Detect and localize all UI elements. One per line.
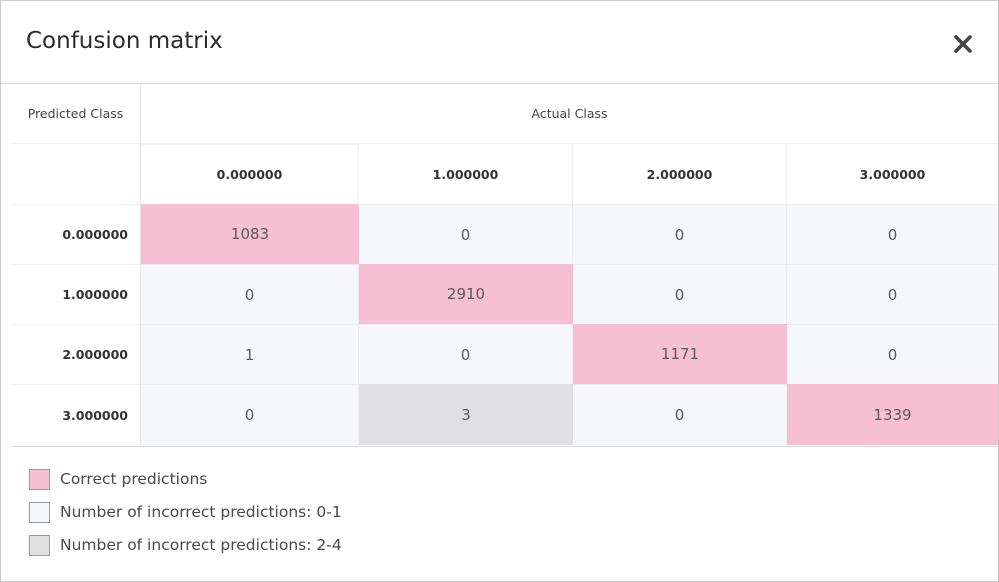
legend-swatch-correct <box>29 468 50 490</box>
corner-cell <box>11 144 141 204</box>
matrix-cell: 0 <box>573 384 787 445</box>
row-header: 1.000000 <box>11 264 141 324</box>
dialog-header: Confusion matrix <box>1 1 998 84</box>
legend-label: Correct predictions <box>60 470 208 488</box>
matrix-cell: 0 <box>141 384 359 445</box>
dialog-title: Confusion matrix <box>26 28 223 54</box>
row-header: 2.000000 <box>11 324 141 384</box>
matrix-cell: 0 <box>359 204 573 264</box>
matrix-cell: 1 <box>141 324 359 384</box>
legend-swatch-high <box>29 534 50 556</box>
row-header: 0.000000 <box>11 204 141 264</box>
matrix-cell: 1339 <box>787 384 998 445</box>
matrix-cell: 1083 <box>141 204 359 264</box>
col-header: 2.000000 <box>573 144 787 204</box>
col-header: 3.000000 <box>859 166 926 182</box>
confusion-matrix-table: Predicted Class Actual Class 0.000000 1.… <box>11 84 998 447</box>
legend-label: Number of incorrect predictions: 0-1 <box>60 503 342 521</box>
matrix-cell: 0 <box>141 264 359 324</box>
legend-item-correct: Correct predictions <box>29 467 429 491</box>
matrix-cell: 0 <box>787 324 998 384</box>
row-axis-label: Predicted Class <box>11 84 141 144</box>
matrix-cell: 0 <box>787 264 998 324</box>
row-header: 3.000000 <box>11 384 141 445</box>
close-icon[interactable] <box>948 29 978 59</box>
legend-label: Number of incorrect predictions: 2-4 <box>60 536 342 554</box>
legend-item-high: Number of incorrect predictions: 2-4 <box>29 533 429 557</box>
matrix-cell: 2910 <box>359 264 573 324</box>
matrix-cell: 0 <box>573 264 787 324</box>
matrix-cell: 0 <box>787 204 998 264</box>
legend-swatch-low <box>29 501 50 523</box>
matrix-cell: 0 <box>573 204 787 264</box>
matrix-cell: 0 <box>359 324 573 384</box>
matrix-cell: 3 <box>359 384 573 445</box>
col-header: 0.000000 <box>141 144 359 204</box>
legend-item-low: Number of incorrect predictions: 0-1 <box>29 500 429 524</box>
col-axis-label: Actual Class <box>141 84 998 144</box>
matrix-cell: 1171 <box>573 324 787 384</box>
col-header: 1.000000 <box>359 144 573 204</box>
